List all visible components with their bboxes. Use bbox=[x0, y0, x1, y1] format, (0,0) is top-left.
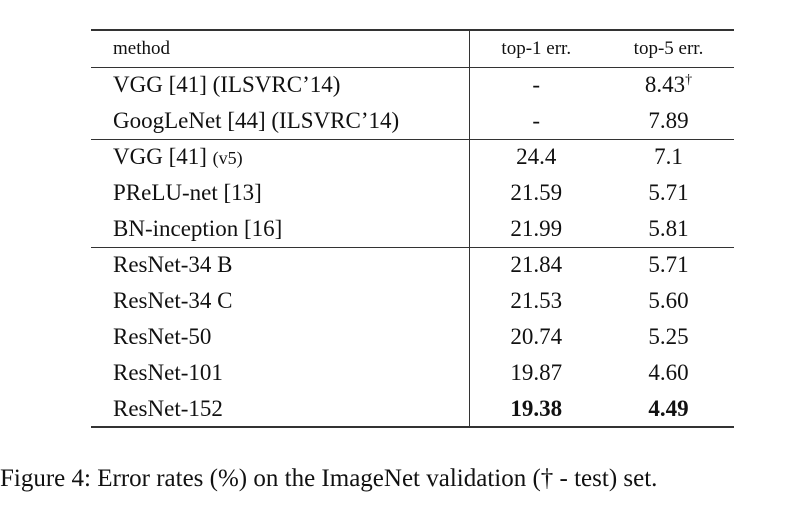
method-name: ResNet-152 bbox=[113, 395, 223, 421]
top1-cell: 21.59 bbox=[468, 175, 603, 211]
table-row: VGG [41] (ILSVRC’14) -8.43† bbox=[91, 67, 734, 103]
top5-value: 5.71 bbox=[648, 180, 689, 205]
table-body: VGG [41] (ILSVRC’14) -8.43† GoogLeNet [44]… bbox=[91, 67, 734, 427]
table-row: ResNet-50 20.74 5.25 bbox=[91, 319, 734, 355]
top5-value: 5.25 bbox=[648, 324, 689, 349]
header-method: method bbox=[113, 37, 170, 59]
header-row: method top-1 err. top-5 err. bbox=[91, 30, 734, 67]
table-row: ResNet-152 19.38 4.49 bbox=[91, 391, 734, 427]
method-name: ResNet-34 B bbox=[113, 252, 233, 278]
method-cell: ResNet-152 bbox=[91, 391, 469, 427]
table-row: GoogLeNet [44] (ILSVRC’14) - 7.89 bbox=[91, 103, 734, 139]
top5-value: 7.89 bbox=[648, 107, 689, 133]
top5-value: 4.60 bbox=[648, 360, 689, 385]
top5-cell: 5.71 bbox=[603, 175, 734, 211]
top1-cell: 19.87 bbox=[468, 355, 603, 391]
top5-value: 5.71 bbox=[648, 252, 689, 278]
method-name: ResNet-50 bbox=[113, 324, 212, 349]
top5-cell: 4.60 bbox=[603, 355, 734, 391]
table-header: method top-1 err. top-5 err. bbox=[91, 30, 734, 67]
top1-cell: 21.53 bbox=[468, 283, 603, 319]
table-row: VGG [41] (v5) 24.4 7.1 bbox=[91, 139, 734, 175]
top5-cell: 5.81 bbox=[603, 211, 734, 247]
header-top1: top-1 err. bbox=[468, 30, 603, 67]
top5-value: 4.49 bbox=[648, 395, 689, 421]
top5-cell: 7.1 bbox=[603, 139, 734, 175]
table-row: ResNet-101 19.87 4.60 bbox=[91, 355, 734, 391]
top5-cell: 5.71 bbox=[603, 247, 734, 283]
top1-cell: - bbox=[468, 103, 603, 139]
method-cell: ResNet-50 bbox=[91, 319, 469, 355]
top5-cell: 7.89 bbox=[603, 103, 734, 139]
method-cell: ResNet-34 C bbox=[91, 283, 469, 319]
top5-cell: 4.49 bbox=[603, 391, 734, 427]
table-row: ResNet-34 B 21.84 5.71 bbox=[91, 247, 734, 283]
method-name: VGG [41] bbox=[113, 144, 213, 170]
top5-value: 5.60 bbox=[648, 288, 689, 313]
table-row: BN-inception [16] 21.99 5.81 bbox=[91, 211, 734, 247]
method-cell: BN-inception [16] bbox=[91, 211, 469, 247]
top1-cell: 20.74 bbox=[468, 319, 603, 355]
top5-value: 8.43 bbox=[644, 72, 686, 98]
top5-value: 5.81 bbox=[648, 215, 689, 241]
results-table-container: method top-1 err. top-5 err. VGG [41] (I… bbox=[91, 29, 734, 428]
table-row: PReLU-net [13] 21.59 5.71 bbox=[91, 175, 734, 211]
method-cell: VGG [41] (v5) bbox=[91, 139, 469, 175]
method-name: PReLU-net [13] bbox=[113, 180, 262, 205]
top5-cell: 5.60 bbox=[603, 283, 734, 319]
results-table: method top-1 err. top-5 err. VGG [41] (I… bbox=[91, 29, 734, 428]
figure-caption: Figure 4: Error rates (%) on the ImageNe… bbox=[0, 465, 658, 492]
method-cell: PReLU-net [13] bbox=[91, 175, 469, 211]
top5-cell: 8.43† bbox=[603, 67, 734, 103]
method-name: BN-inception [16] bbox=[113, 215, 283, 241]
top5-cell: 5.25 bbox=[603, 319, 734, 355]
method-cell: VGG [41] (ILSVRC’14) bbox=[91, 67, 469, 103]
method-name: GoogLeNet [44] (ILSVRC’14) bbox=[113, 107, 400, 133]
top5-value: 7.1 bbox=[654, 144, 683, 170]
method-cell: GoogLeNet [44] (ILSVRC’14) bbox=[91, 103, 469, 139]
method-name: ResNet-101 bbox=[113, 360, 223, 385]
method-cell: ResNet-101 bbox=[91, 355, 469, 391]
table-row: ResNet-34 C 21.53 5.60 bbox=[91, 283, 734, 319]
header-top5: top-5 err. bbox=[633, 37, 704, 59]
method-name: VGG [41] (ILSVRC’14) bbox=[113, 72, 341, 98]
top1-cell: - bbox=[468, 67, 603, 103]
dagger-mark: † bbox=[685, 72, 693, 88]
method-cell: ResNet-34 B bbox=[91, 247, 469, 283]
top1-cell: 21.84 bbox=[468, 247, 603, 283]
method-name: ResNet-34 C bbox=[113, 288, 233, 313]
top1-cell: 19.38 bbox=[468, 391, 603, 427]
top1-cell: 24.4 bbox=[468, 139, 603, 175]
top1-cell: 21.99 bbox=[468, 211, 603, 247]
method-suffix: (v5) bbox=[212, 148, 243, 169]
